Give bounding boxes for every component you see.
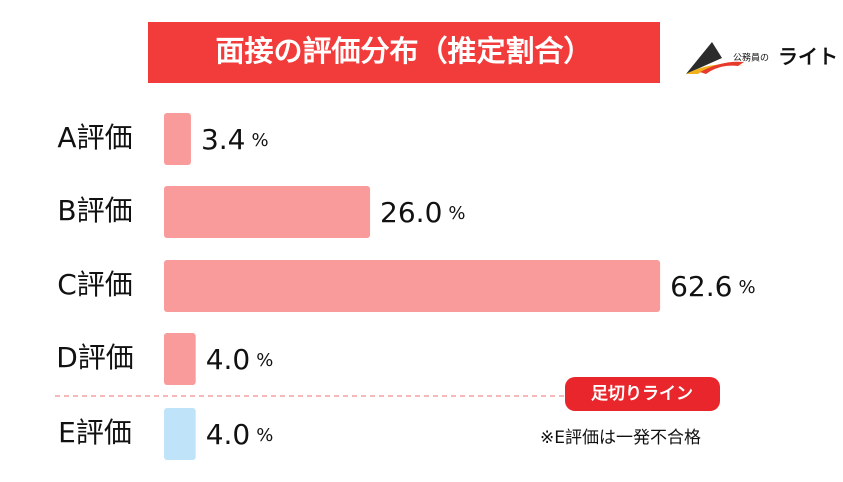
bar — [164, 333, 196, 385]
value-label: 4.0% — [206, 418, 274, 451]
category-label: B評価 — [57, 194, 132, 227]
logo-small-text: 公務員の — [733, 52, 769, 64]
cutoff-badge — [565, 377, 720, 411]
value-number: 4.0 — [206, 418, 251, 451]
value-unit: % — [251, 130, 268, 151]
category-label: D評価 — [56, 341, 134, 374]
chart-title: 面接の評価分布（推定割合） — [215, 34, 592, 68]
bar — [164, 186, 371, 238]
value-number: 62.6 — [670, 270, 732, 303]
title-box — [148, 22, 660, 83]
bar — [164, 260, 661, 312]
value-label: 26.0% — [380, 196, 465, 229]
value-unit: % — [738, 277, 755, 298]
bar — [164, 113, 191, 165]
logo: 公務員の ライト — [686, 42, 838, 74]
logo-swoosh — [700, 61, 744, 74]
value-number: 3.4 — [201, 123, 246, 156]
value-label: 3.4% — [201, 123, 269, 156]
note: ※E評価は一発不合格 — [540, 428, 701, 448]
logo-large-text: ライト — [778, 45, 838, 69]
value-unit: % — [256, 350, 273, 371]
logo-mark — [686, 42, 722, 74]
category-label: C評価 — [57, 268, 133, 301]
value-unit: % — [448, 203, 465, 224]
bar — [164, 408, 196, 460]
value-label: 4.0% — [206, 343, 274, 376]
cutoff-label: 足切りライン — [591, 384, 693, 404]
value-label: 62.6% — [670, 270, 755, 303]
value-number: 26.0 — [380, 196, 442, 229]
category-label: A評価 — [57, 121, 132, 154]
category-label: E評価 — [58, 416, 132, 449]
value-unit: % — [256, 425, 273, 446]
value-number: 4.0 — [206, 343, 251, 376]
